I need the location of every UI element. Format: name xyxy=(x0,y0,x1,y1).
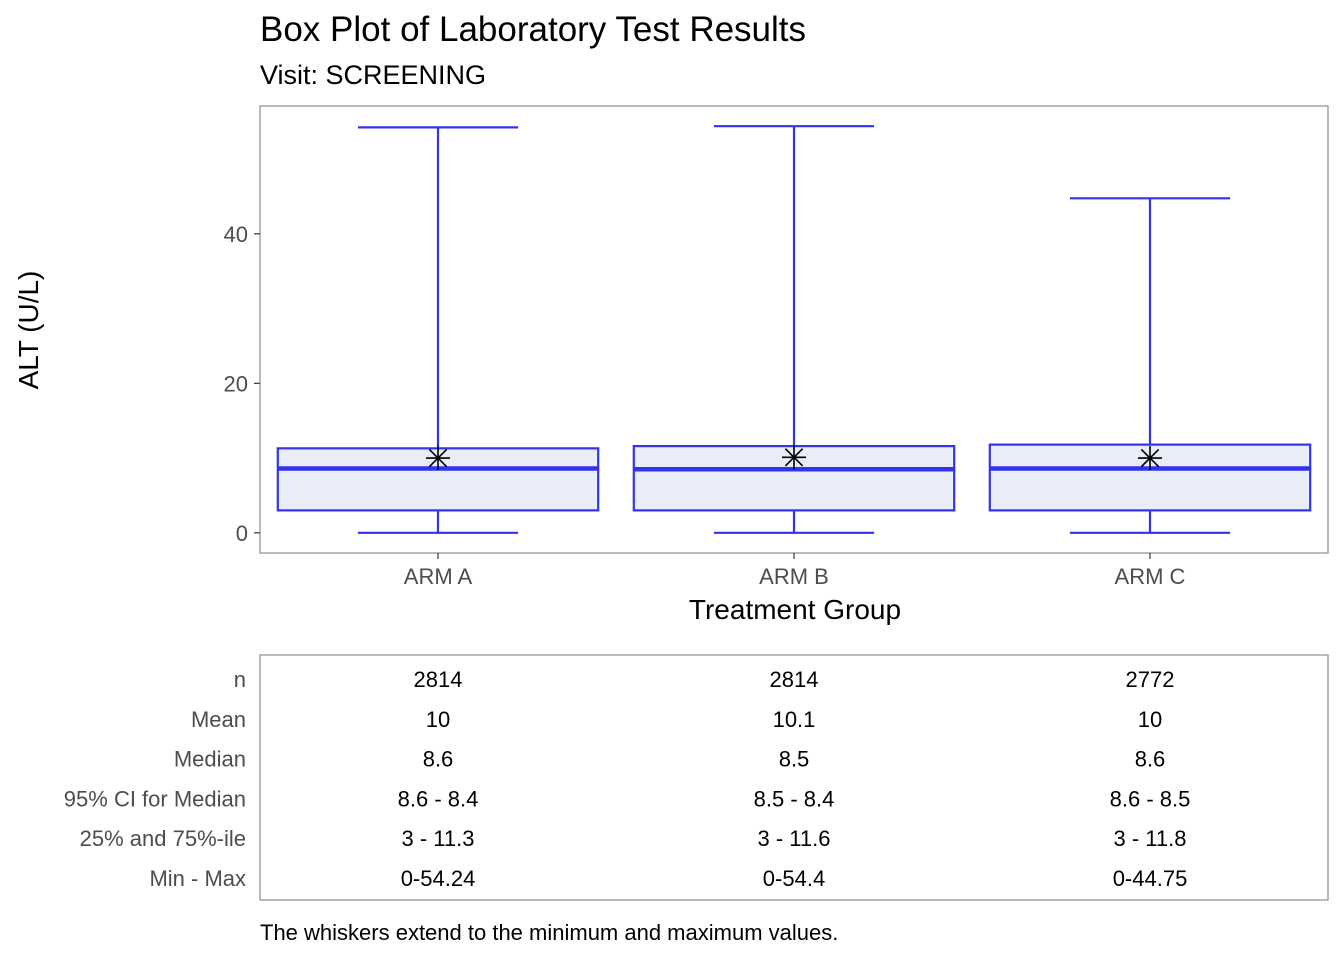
box-arm-b xyxy=(632,125,956,534)
y-tick-label: 20 xyxy=(224,371,248,396)
stats-cell: 8.5 xyxy=(779,747,810,772)
stats-cell: 8.6 xyxy=(1135,747,1166,772)
stats-cell: 3 - 11.3 xyxy=(402,826,475,851)
chart-subtitle: Visit: SCREENING xyxy=(260,60,486,90)
mean-marker-stroke xyxy=(428,448,448,468)
stats-cell: 10 xyxy=(1138,707,1162,732)
stats-rows: n 2814 2814 2772 Mean 10 10.1 10 Median 8.6 8.5 8.6… xyxy=(64,667,1191,891)
stats-row-label: Median xyxy=(174,747,246,772)
stats-cell: 8.6 xyxy=(423,747,454,772)
mean-marker-stroke xyxy=(1140,448,1160,468)
boxes-layer xyxy=(276,125,1312,534)
stats-cell: 10 xyxy=(426,707,450,732)
stats-cell: 3 - 11.6 xyxy=(758,826,831,851)
stats-cell: 8.6 - 8.5 xyxy=(1110,786,1191,811)
stats-row-label: 95% CI for Median xyxy=(64,786,246,811)
stats-table-border xyxy=(259,654,1329,901)
x-tick-label: ARM B xyxy=(759,564,829,589)
stats-cell: 8.6 - 8.4 xyxy=(398,786,479,811)
stats-row-label: Min - Max xyxy=(149,866,246,891)
caption: The whiskers extend to the minimum and m… xyxy=(260,920,838,945)
x-tick-label: ARM C xyxy=(1115,564,1186,589)
stats-cell: 2772 xyxy=(1126,667,1175,692)
mean-marker-stroke xyxy=(784,448,804,467)
stats-row-label: n xyxy=(234,667,246,692)
stats-cell: 0-54.24 xyxy=(401,866,476,891)
stats-table: n 2814 2814 2772 Mean 10 10.1 10 Median 8.6 8.5 8.6… xyxy=(64,654,1329,901)
y-tick-label: 40 xyxy=(224,222,248,247)
box-arm-c xyxy=(988,197,1312,534)
x-axis-title: Treatment Group xyxy=(689,594,901,625)
stats-cell: 0-44.75 xyxy=(1113,866,1188,891)
y-tick-label: 0 xyxy=(236,521,248,546)
mean-marker xyxy=(1138,446,1162,471)
mean-marker xyxy=(426,446,450,471)
x-tick-label: ARM A xyxy=(404,564,473,589)
mean-marker xyxy=(782,445,806,470)
box-arm-a xyxy=(276,126,600,534)
stats-cell: 2814 xyxy=(770,667,819,692)
stats-row-label: Mean xyxy=(191,707,246,732)
y-axis-title: ALT (U/L) xyxy=(13,271,44,390)
stats-row-label: 25% and 75%-ile xyxy=(80,826,246,851)
stats-cell: 3 - 11.8 xyxy=(1114,826,1187,851)
y-axis: 0 20 40 xyxy=(224,222,260,546)
stats-cell: 0-54.4 xyxy=(763,866,825,891)
chart-title: Box Plot of Laboratory Test Results xyxy=(260,10,806,49)
stats-cell: 10.1 xyxy=(773,707,816,732)
plot-panel: 0 20 40 ARM A ARM B ARM C xyxy=(224,105,1329,589)
stats-cell: 2814 xyxy=(414,667,463,692)
x-axis: ARM A ARM B ARM C xyxy=(404,553,1186,589)
stats-cell: 8.5 - 8.4 xyxy=(754,786,835,811)
